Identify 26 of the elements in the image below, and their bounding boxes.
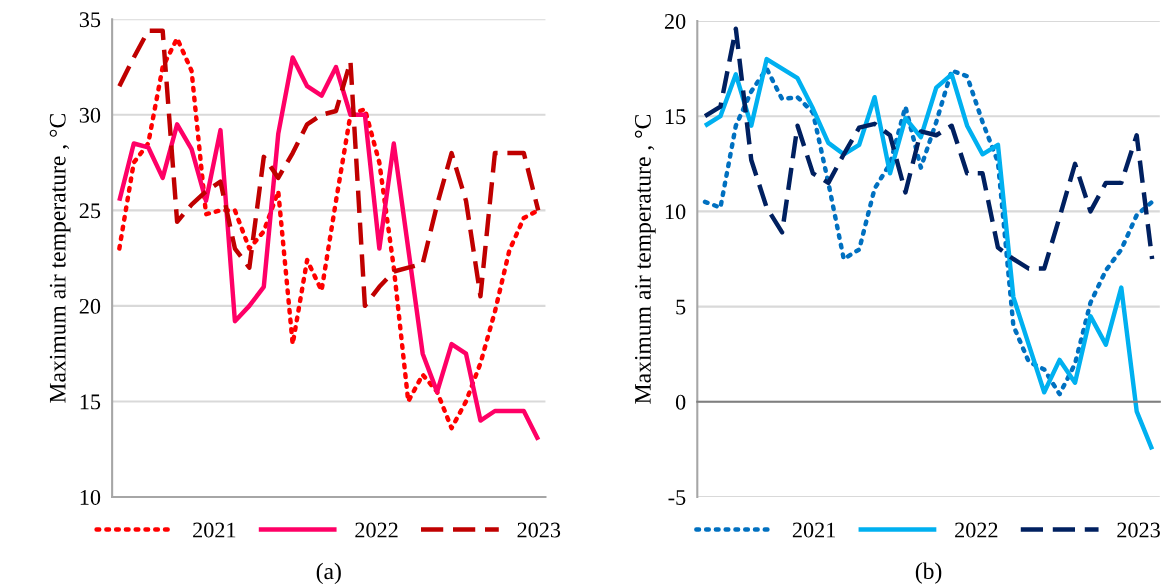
y-tick-label: 5: [676, 299, 686, 315]
line-series: [702, 66, 1155, 397]
y-tick-label: 15: [665, 109, 686, 125]
line-series: [702, 26, 1155, 271]
y-tick-label: 25: [79, 203, 101, 219]
y-tick-label: 20: [664, 13, 686, 29]
line-series: [702, 56, 1155, 452]
y-tick-label: 0: [675, 394, 686, 410]
legend-label: 2022: [355, 522, 398, 538]
text: (a): [316, 562, 341, 584]
y-tick-label: 20: [79, 298, 101, 314]
y-tick-label: 15: [80, 394, 101, 410]
legend-label: 2023: [1117, 522, 1160, 538]
y-tick-label: -5: [668, 490, 686, 505]
y-tick-label: 30: [79, 107, 101, 123]
text: (b): [915, 562, 942, 584]
legend-label: 2021: [792, 522, 835, 538]
y-tick-label: 10: [80, 489, 101, 505]
y-tick-label: 10: [665, 204, 686, 220]
legend-label: 2021: [193, 522, 236, 538]
y-axis-title: Maximum air temperature , °C: [634, 114, 656, 404]
legend-label: 2023: [517, 522, 561, 538]
y-tick-label: 35: [79, 12, 101, 28]
y-axis-title: Maximum air temperature , °C: [49, 114, 71, 403]
line-series: [117, 28, 541, 309]
legend-label: 2022: [955, 522, 998, 538]
